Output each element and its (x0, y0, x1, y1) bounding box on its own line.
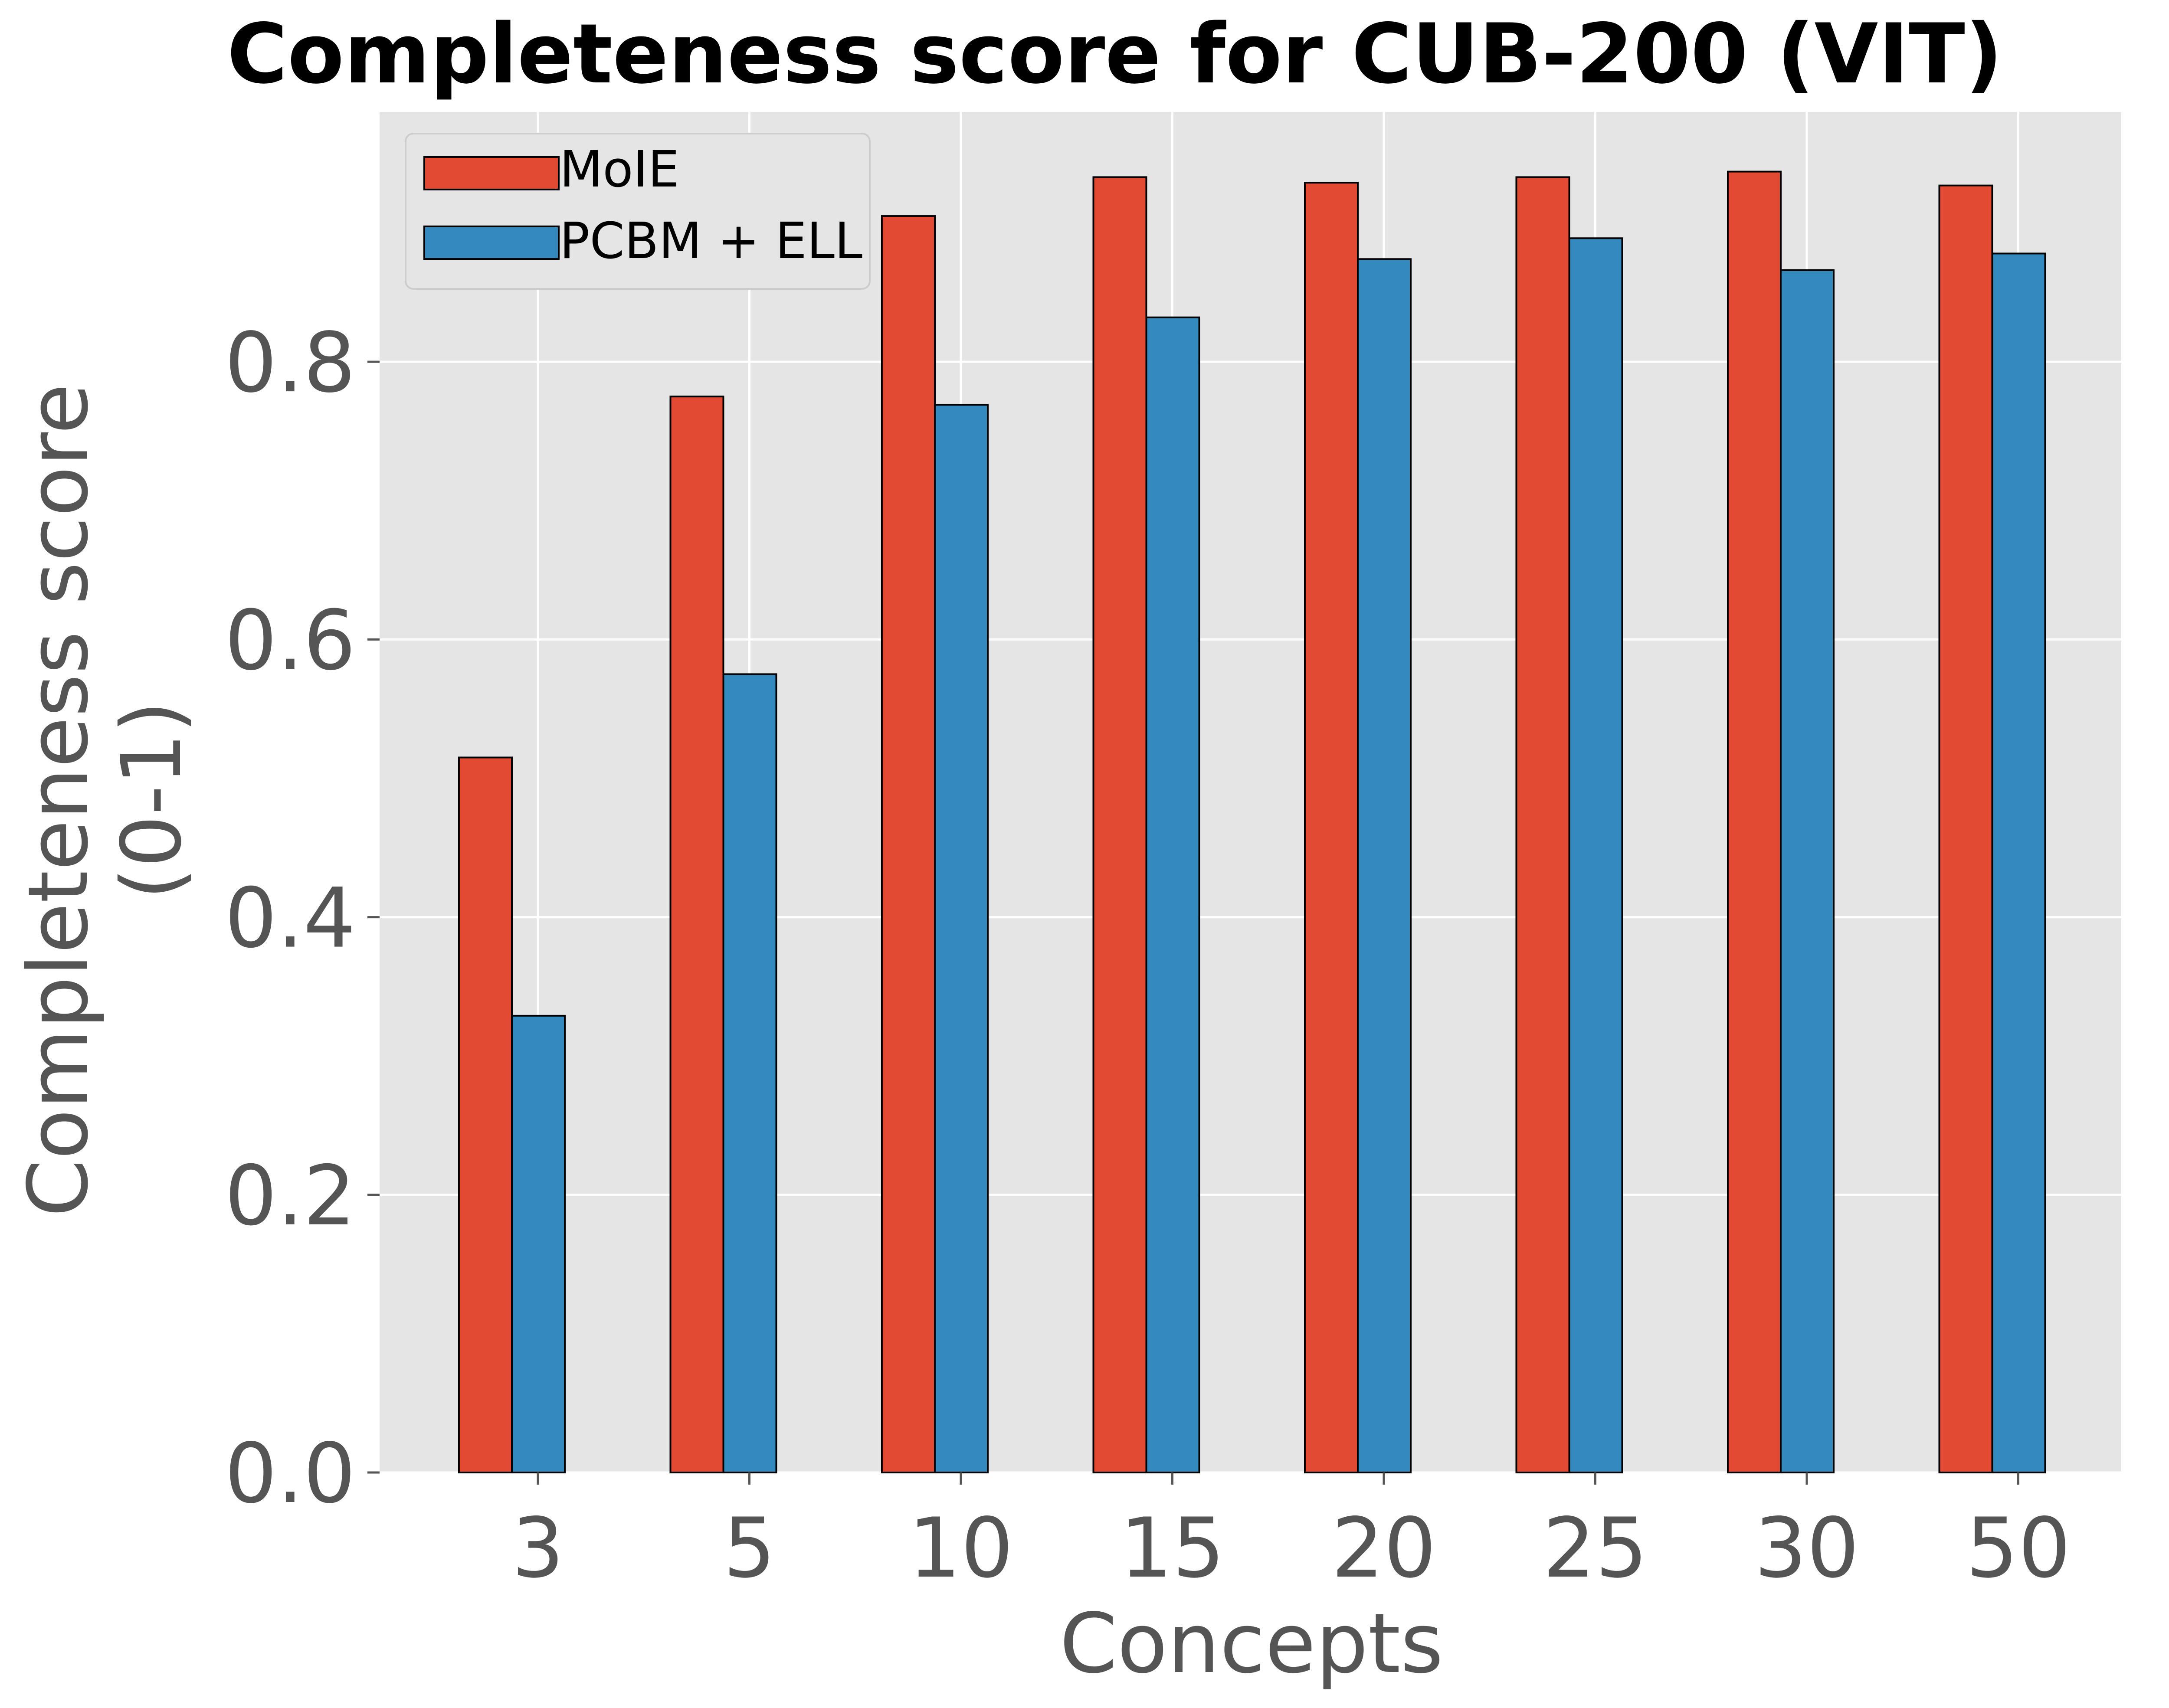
bar-moie-3 (458, 756, 513, 1473)
y-axis-label-units: (0-1) (104, 701, 200, 900)
y-tick-label: 0.2 (225, 1148, 356, 1244)
bar-moie-25 (1515, 176, 1570, 1473)
bar-pcbm-ell-3 (511, 1014, 566, 1473)
y-tick-label: 0.0 (225, 1426, 356, 1521)
y-tick-label: 0.4 (225, 870, 356, 966)
plot-area (380, 112, 2121, 1472)
legend: MoIE PCBM + ELL (405, 133, 871, 290)
x-tick-label: 20 (1331, 1500, 1436, 1596)
bar-moie-30 (1727, 170, 1782, 1474)
bar-moie-5 (669, 396, 724, 1473)
x-tick-label: 10 (908, 1500, 1013, 1596)
x-tick-label: 5 (723, 1500, 776, 1596)
x-tick-label: 30 (1754, 1500, 1859, 1596)
bar-pcbm-ell-20 (1357, 258, 1412, 1474)
tick-labels: 0.0 0.2 0.4 0.6 0.8 3 5 10 15 20 25 30 50 (225, 315, 2071, 1596)
x-tick-label: 3 (512, 1500, 564, 1596)
x-tick-label: 50 (1966, 1500, 2071, 1596)
legend-label-moie: MoIE (560, 141, 679, 199)
bar-moie-10 (881, 215, 936, 1474)
legend-label-pcbm-ell: PCBM + ELL (560, 212, 862, 270)
legend-swatch-moie (423, 156, 560, 190)
bar-pcbm-ell-5 (722, 673, 777, 1473)
y-tick-label: 0.6 (225, 592, 356, 688)
bar-pcbm-ell-50 (1991, 252, 2046, 1473)
x-tick-label: 15 (1120, 1500, 1225, 1596)
bar-pcbm-ell-25 (1568, 237, 1623, 1473)
bar-moie-15 (1092, 176, 1147, 1473)
chart-title: Completeness score for CUB-200 (VIT) (227, 6, 2002, 102)
bar-pcbm-ell-15 (1145, 316, 1200, 1474)
bars (458, 170, 2046, 1474)
y-axis-label: Completeness score (10, 383, 106, 1217)
bar-pcbm-ell-30 (1780, 269, 1835, 1474)
bar-moie-50 (1938, 184, 1993, 1474)
x-tick-label: 25 (1543, 1500, 1648, 1596)
y-tick-label: 0.8 (225, 315, 356, 411)
bar-moie-20 (1304, 182, 1359, 1474)
legend-swatch-pcbm-ell (423, 226, 560, 260)
x-axis-label: Concepts (1060, 1596, 1444, 1692)
bar-pcbm-ell-10 (934, 404, 989, 1473)
